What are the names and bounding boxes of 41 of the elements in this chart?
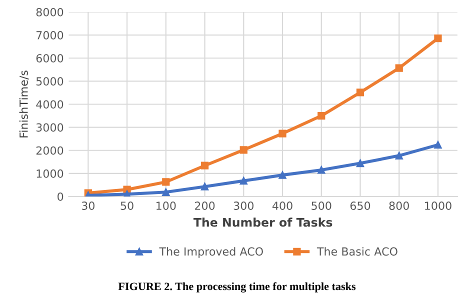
x-tick-label: 500 bbox=[312, 202, 332, 210]
y-tick-label: 8000 bbox=[36, 8, 64, 16]
point bbox=[434, 34, 442, 42]
x-tick-label: 200 bbox=[194, 202, 215, 210]
x-tick-label: 50 bbox=[120, 202, 134, 210]
y-tick-label: 0 bbox=[58, 192, 64, 201]
point bbox=[278, 171, 286, 179]
x-tick-label: 650 bbox=[350, 202, 370, 210]
caption: FIGURE 2. The processing time for multiple tasks bbox=[118, 282, 356, 292]
point bbox=[240, 177, 248, 185]
point bbox=[434, 141, 442, 149]
x-tick-label: 1000 bbox=[425, 202, 452, 210]
point bbox=[395, 152, 403, 160]
point bbox=[200, 162, 209, 170]
x-tick-label: 800 bbox=[389, 202, 409, 210]
x-tick-label: 100 bbox=[156, 202, 176, 210]
point bbox=[356, 159, 364, 168]
y-tick-label: 7000 bbox=[36, 31, 64, 40]
point bbox=[162, 178, 170, 186]
y-tick-label: 6000 bbox=[36, 54, 64, 63]
y-axis-title: FinishTime/s bbox=[19, 70, 29, 138]
point bbox=[123, 190, 131, 196]
x-tick-label: 400 bbox=[272, 202, 292, 210]
y-tick-label: 1000 bbox=[36, 169, 64, 178]
point bbox=[162, 188, 170, 196]
point bbox=[200, 182, 209, 190]
point bbox=[395, 64, 403, 72]
y-tick-label: 2000 bbox=[36, 146, 64, 155]
y-tick-label: 4000 bbox=[36, 100, 64, 109]
point bbox=[318, 166, 326, 174]
point bbox=[356, 88, 364, 96]
y-tick-label: 5000 bbox=[36, 77, 64, 86]
point bbox=[240, 146, 248, 154]
x-tick-label: 300 bbox=[234, 202, 254, 210]
point bbox=[318, 112, 326, 120]
legend-label: The Improved ACO bbox=[159, 247, 263, 258]
point bbox=[278, 130, 286, 138]
x-tick-label: 30 bbox=[82, 202, 94, 210]
x-axis-title: The Number of Tasks bbox=[193, 218, 332, 227]
legend-label: The Basic ACO bbox=[316, 247, 398, 256]
y-tick-label: 3000 bbox=[36, 123, 64, 132]
